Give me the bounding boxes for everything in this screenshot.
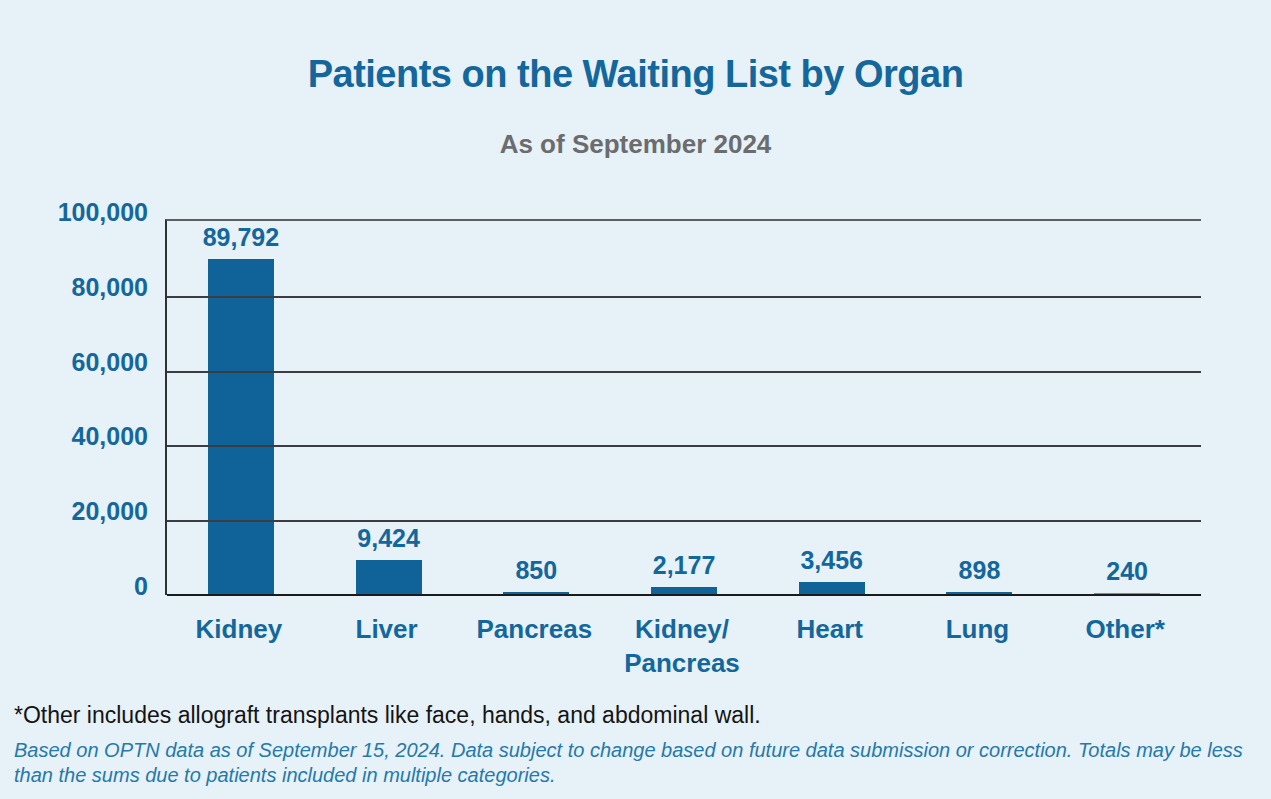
x-axis-label: Other* [1051, 612, 1199, 680]
bar-value-label: 240 [1023, 556, 1231, 586]
bar-column: 240 [1053, 221, 1201, 595]
bar-liver [356, 560, 422, 595]
y-axis-tick-label: 80,000 [0, 272, 148, 302]
x-axis-label: Kidney [165, 612, 313, 680]
bar-column: 3,456 [758, 221, 906, 595]
x-axis-labels: KidneyLiverPancreasKidney/PancreasHeartL… [165, 612, 1199, 680]
y-axis-tick-label: 20,000 [0, 496, 148, 526]
x-axis-label: Heart [756, 612, 904, 680]
y-axis-tick-label: 60,000 [0, 347, 148, 377]
bar-kidney [208, 259, 274, 595]
y-axis-tick-label: 100,000 [0, 197, 148, 227]
y-axis-tick-label: 0 [0, 571, 148, 601]
infographic-canvas: Patients on the Waiting List by Organ As… [0, 0, 1271, 799]
gridline [167, 445, 1201, 447]
x-axis-label: Liver [313, 612, 461, 680]
bar-column: 850 [462, 221, 610, 595]
bar-column: 9,424 [315, 221, 463, 595]
bar-value-label: 89,792 [137, 222, 345, 252]
gridline [167, 520, 1201, 522]
bars-container: 89,7929,4248502,1773,456898240 [167, 221, 1201, 595]
gridline [167, 296, 1201, 298]
bar-column: 2,177 [610, 221, 758, 595]
chart-subtitle: As of September 2024 [0, 128, 1271, 160]
gridline [167, 371, 1201, 373]
bar-column: 898 [906, 221, 1054, 595]
source-note: Based on OPTN data as of September 15, 2… [14, 738, 1266, 788]
other-footnote: *Other includes allograft transplants li… [14, 701, 1254, 729]
x-axis-label: Kidney/Pancreas [608, 612, 756, 680]
x-axis-label: Pancreas [460, 612, 608, 680]
bar-value-label: 9,424 [285, 523, 493, 553]
plot-area: 89,7929,4248502,1773,456898240 [165, 219, 1201, 595]
y-axis-tick-label: 40,000 [0, 421, 148, 451]
chart-title: Patients on the Waiting List by Organ [0, 50, 1271, 98]
x-axis-label: Lung [904, 612, 1052, 680]
x-axis-line [167, 594, 1201, 597]
